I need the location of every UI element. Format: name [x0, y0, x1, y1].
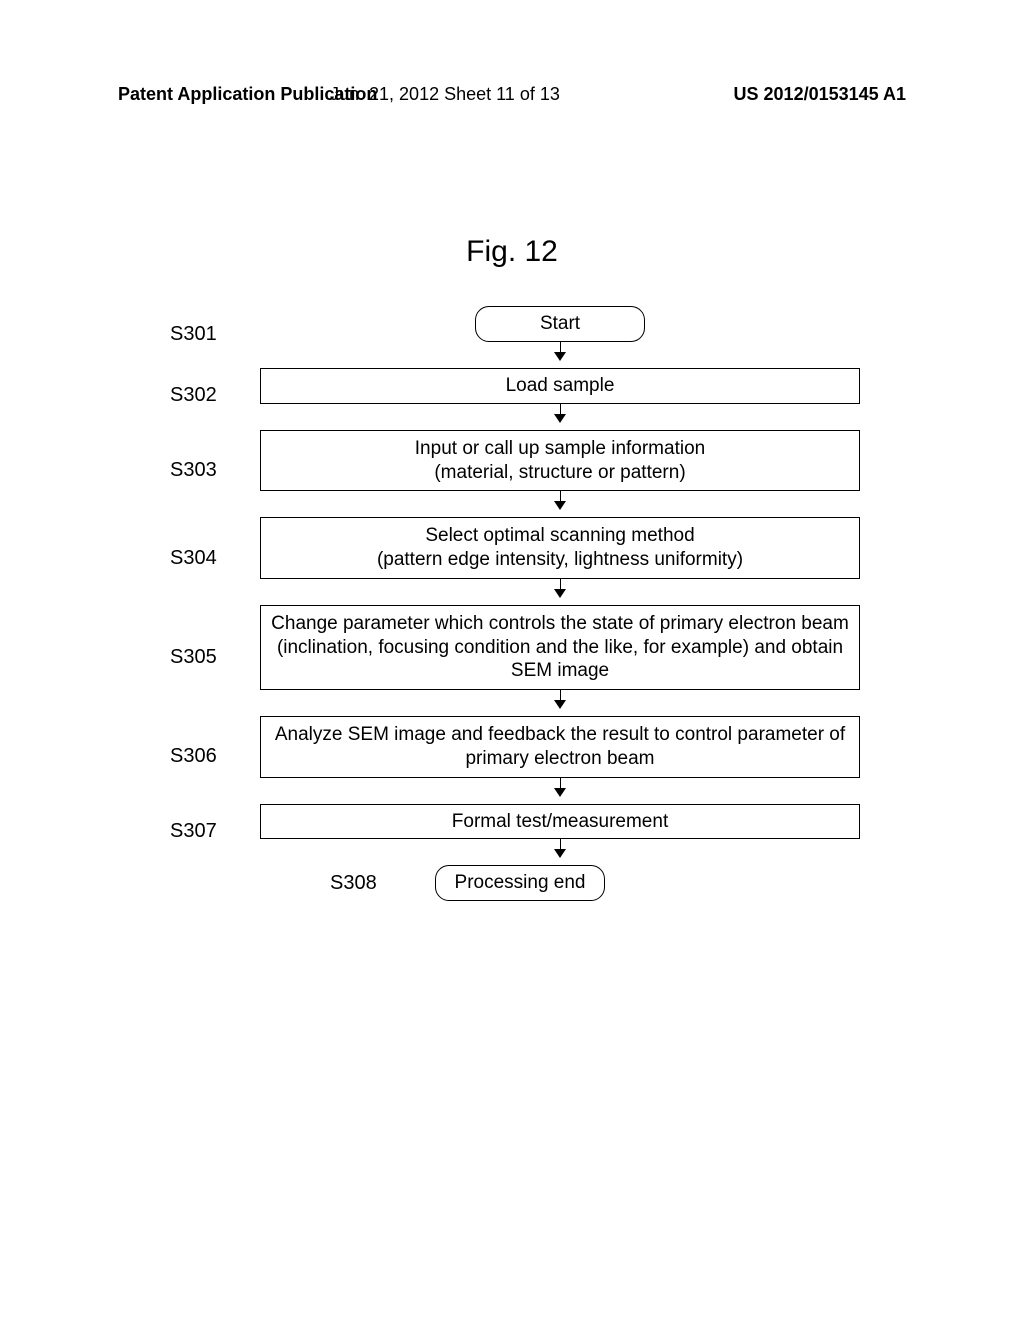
- process-text: Select optimal scanning method(pattern e…: [377, 525, 743, 570]
- step-label-s306: S306: [170, 745, 250, 768]
- flow-row-s306: S306 Analyze SEM image and feedback the …: [170, 716, 870, 798]
- arrow-icon: [554, 342, 566, 362]
- flow-row-s307: S307 Formal test/measurement: [170, 804, 870, 860]
- step-label-s308: S308: [330, 872, 377, 895]
- process-select-scan: Select optimal scanning method(pattern e…: [260, 517, 860, 579]
- figure-title: Fig. 12: [0, 235, 1024, 269]
- flow-row-s304: S304 Select optimal scanning method(patt…: [170, 517, 870, 599]
- flow-row-s305: S305 Change parameter which controls the…: [170, 605, 870, 710]
- process-formal-test: Formal test/measurement: [260, 804, 860, 840]
- step-label-s305: S305: [170, 646, 250, 669]
- header-right: US 2012/0153145 A1: [734, 84, 906, 105]
- box-col: Input or call up sample information(mate…: [250, 430, 870, 512]
- process-text: Input or call up sample information(mate…: [415, 438, 705, 483]
- header-mid: Jun. 21, 2012 Sheet 11 of 13: [330, 84, 560, 105]
- arrow-icon: [554, 690, 566, 710]
- box-col: Formal test/measurement: [250, 804, 870, 860]
- box-col: Select optimal scanning method(pattern e…: [250, 517, 870, 599]
- box-col: Load sample: [250, 368, 870, 424]
- flow-row-s308: S308 Processing end: [170, 865, 870, 901]
- step-label-s301: S301: [170, 323, 250, 346]
- step-label-s302: S302: [170, 384, 250, 407]
- arrow-icon: [554, 404, 566, 424]
- process-change-param: Change parameter which controls the stat…: [260, 605, 860, 690]
- arrow-icon: [554, 778, 566, 798]
- page-header: Patent Application Publication Jun. 21, …: [0, 84, 1024, 105]
- process-input-info: Input or call up sample information(mate…: [260, 430, 860, 492]
- process-load-sample: Load sample: [260, 368, 860, 404]
- flow-row-s303: S303 Input or call up sample information…: [170, 430, 870, 512]
- step-label-s307: S307: [170, 820, 250, 843]
- process-analyze: Analyze SEM image and feedback the resul…: [260, 716, 860, 778]
- arrow-icon: [554, 491, 566, 511]
- flowchart: S301 Start S302 Load sample S303 Input o…: [170, 300, 870, 901]
- step-label-s304: S304: [170, 547, 250, 570]
- step-label-s303: S303: [170, 459, 250, 482]
- flow-row-s302: S302 Load sample: [170, 368, 870, 424]
- box-col: Start: [250, 306, 870, 362]
- box-col: Analyze SEM image and feedback the resul…: [250, 716, 870, 798]
- process-text: Change parameter which controls the stat…: [271, 613, 849, 682]
- arrow-icon: [554, 579, 566, 599]
- arrow-icon: [554, 839, 566, 859]
- process-text: Analyze SEM image and feedback the resul…: [275, 724, 845, 769]
- page: Patent Application Publication Jun. 21, …: [0, 0, 1024, 1320]
- box-col: Change parameter which controls the stat…: [250, 605, 870, 710]
- flow-row-s301: S301 Start: [170, 306, 870, 362]
- terminal-end: Processing end: [435, 865, 605, 901]
- terminal-start: Start: [475, 306, 645, 342]
